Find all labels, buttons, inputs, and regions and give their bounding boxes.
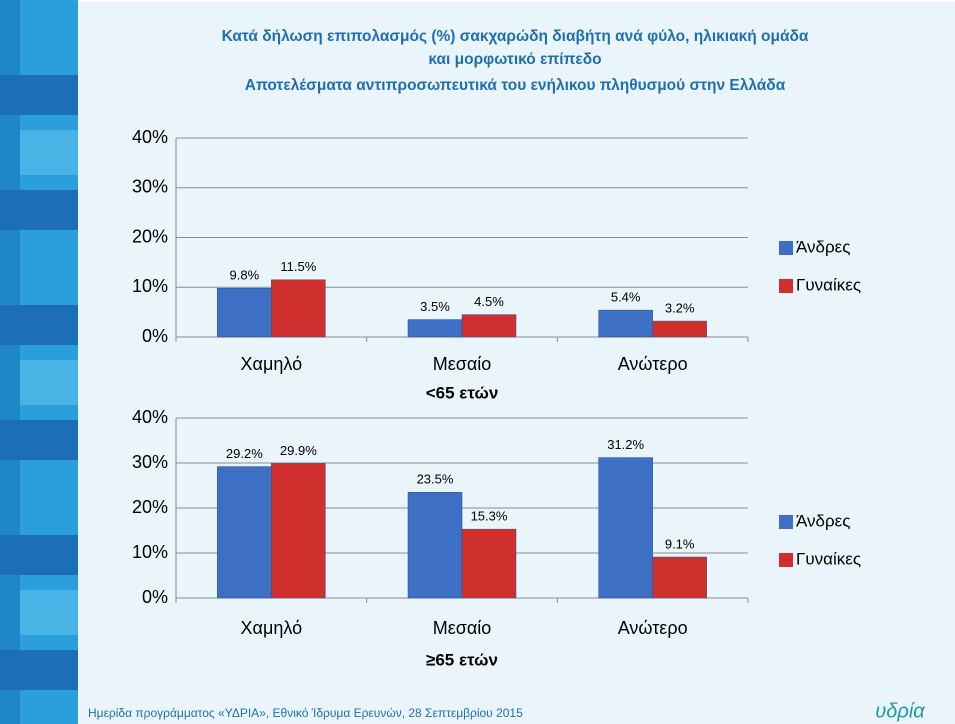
- x-axis-label: ≥65 ετών: [426, 650, 498, 669]
- value-label: 3.2%: [665, 301, 695, 316]
- footer: Ημερίδα προγράμματος «ΥΔΡΙΑ», Εθνικό Ίδρ…: [88, 706, 523, 720]
- legend-swatch: [779, 279, 793, 293]
- bar: [652, 556, 707, 599]
- value-label: 9.8%: [230, 268, 260, 283]
- y-tick-label: 30%: [132, 452, 168, 472]
- title-line: και μορφωτικό επίπεδο: [428, 51, 601, 68]
- value-label: 11.5%: [280, 259, 316, 274]
- bar: [461, 314, 517, 338]
- y-tick-label: 20%: [132, 226, 168, 246]
- legend-swatch: [779, 515, 793, 529]
- x-tick-label: Χαμηλό: [241, 618, 303, 638]
- subtitle: Αποτελέσματα αντιπροσωπευτικά του ενήλικ…: [245, 77, 786, 94]
- y-tick-label: 10%: [132, 542, 168, 562]
- x-tick-label: Μεσαίο: [433, 354, 492, 374]
- bar: [407, 319, 463, 338]
- legend-swatch: [779, 553, 793, 567]
- x-axis-label: <65 ετών: [426, 383, 499, 402]
- bar: [271, 279, 326, 338]
- bar: [461, 528, 517, 599]
- top-edge: [78, 0, 955, 2]
- value-label: 15.3%: [471, 509, 508, 524]
- bar: [598, 457, 653, 599]
- value-label: 5.4%: [611, 290, 641, 305]
- value-label: 29.9%: [280, 443, 317, 458]
- legend-label: Άνδρες: [796, 511, 850, 530]
- legend-label: Άνδρες: [796, 237, 850, 256]
- y-tick-label: 10%: [132, 276, 168, 296]
- value-label: 4.5%: [474, 294, 504, 309]
- value-label: 9.1%: [665, 536, 695, 551]
- y-tick-label: 0%: [142, 587, 168, 607]
- bar: [217, 466, 272, 599]
- value-label: 3.5%: [420, 299, 450, 314]
- x-tick-label: Ανώτερο: [618, 354, 688, 374]
- y-tick-label: 40%: [132, 407, 168, 427]
- y-tick-label: 0%: [142, 326, 168, 346]
- legend-swatch: [779, 241, 793, 255]
- bar: [652, 320, 707, 338]
- side-strip: [0, 0, 78, 724]
- x-tick-label: Χαμηλό: [241, 354, 303, 374]
- bar: [407, 492, 463, 599]
- bar: [598, 309, 653, 338]
- bar: [271, 463, 326, 599]
- title-line: Κατά δήλωση επιπολασμός (%) σακχαρώδη δι…: [222, 28, 809, 45]
- value-label: 23.5%: [417, 472, 454, 487]
- y-tick-label: 40%: [132, 127, 168, 147]
- value-label: 31.2%: [607, 437, 644, 452]
- legend-label: Γυναίκες: [796, 275, 861, 294]
- x-tick-label: Μεσαίο: [433, 618, 492, 638]
- value-label: 29.2%: [226, 446, 263, 461]
- legend-label: Γυναίκες: [796, 549, 861, 568]
- logo: υδρία: [875, 700, 925, 722]
- bar: [217, 287, 272, 338]
- y-tick-label: 30%: [132, 177, 168, 197]
- y-tick-label: 20%: [132, 497, 168, 517]
- x-tick-label: Ανώτερο: [618, 618, 688, 638]
